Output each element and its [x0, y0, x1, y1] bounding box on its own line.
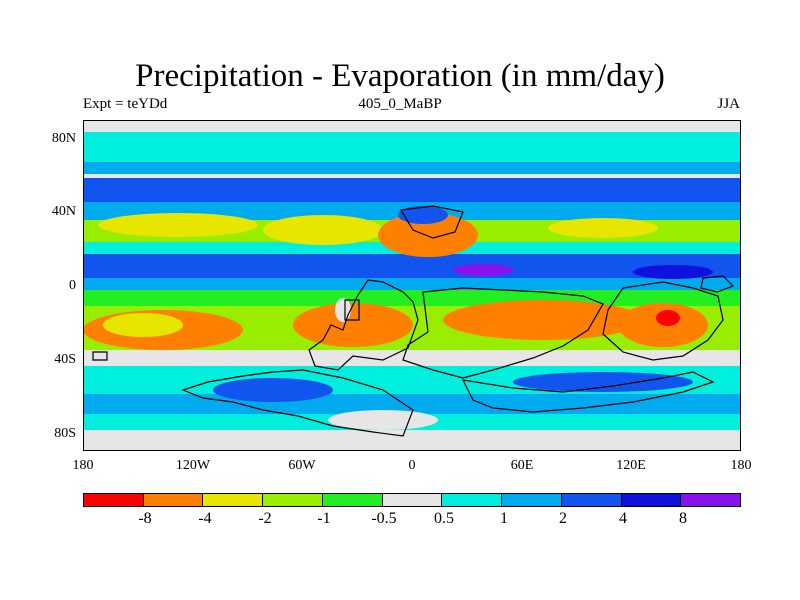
map-frame	[83, 120, 741, 451]
feature-itcz-dark	[633, 265, 713, 279]
colorbar-swatch	[620, 494, 681, 506]
colorbar-swatch	[680, 494, 741, 506]
lat-tick-80n: 80N	[51, 131, 76, 146]
lon-tick-120e: 120E	[616, 458, 646, 473]
colorbar-swatch	[142, 494, 203, 506]
colorbar-label: 1	[500, 510, 508, 527]
feature-namer-orange	[378, 213, 478, 257]
band-south-gap	[83, 350, 741, 366]
feature-sopac-blue	[213, 378, 333, 402]
feature-spac-yellow	[103, 313, 183, 337]
feature-aus-red	[656, 310, 680, 326]
coast-central-continent	[402, 287, 604, 379]
lon-tick-60w: 60W	[288, 458, 316, 473]
coast-islet-1	[92, 351, 108, 361]
feature-samer-gap	[335, 298, 351, 322]
band-south-1	[83, 290, 741, 306]
map-panel	[83, 120, 741, 451]
feature-npac-yellow	[98, 213, 258, 237]
colorbar-swatch	[560, 494, 621, 506]
colorbar-label: 2	[559, 510, 567, 527]
colorbar-swatch	[84, 494, 143, 506]
run-label: 405_0_MaBP	[358, 96, 442, 112]
feature-natl-yellow	[263, 215, 383, 245]
map-plot	[83, 120, 741, 451]
feature-itcz-purple	[453, 264, 513, 276]
lat-tick-0: 0	[69, 278, 76, 293]
band-antarctic	[83, 430, 741, 451]
coastlines	[92, 205, 735, 437]
coast-islet-2	[700, 275, 735, 293]
coast-south-west	[181, 369, 414, 437]
colorbar-label: -0.5	[371, 510, 397, 527]
feature-satl-gap	[328, 410, 438, 430]
colorbar-label: 0.5	[434, 510, 454, 527]
colorbar-label: -1	[317, 510, 331, 527]
coast-south-east	[461, 371, 715, 413]
colorbar-swatch	[321, 494, 382, 506]
lon-tick-0: 0	[408, 458, 416, 473]
lat-tick-80s: 80S	[54, 426, 76, 441]
colorbar-swatch	[262, 494, 322, 506]
lon-tick-180e: 180	[730, 458, 752, 473]
band-north-1	[83, 162, 741, 174]
colorbar-label: -2	[258, 510, 272, 527]
season-label: JJA	[717, 96, 740, 112]
lon-tick-60e: 60E	[510, 458, 534, 473]
colorbar-swatch	[381, 494, 442, 506]
colorbar-label: 8	[679, 510, 687, 527]
coast-east-continent	[602, 281, 724, 361]
feature-sind-blue	[513, 372, 693, 392]
colorbar-swatch	[202, 494, 263, 506]
map-title: Precipitation - Evaporation (in mm/day)	[135, 58, 665, 94]
experiment-label: Expt = teYDd	[83, 96, 168, 112]
band-itcz	[83, 254, 741, 278]
lon-tick-120w: 120W	[175, 458, 211, 473]
band-arctic	[83, 132, 741, 162]
colorbar-label: -4	[198, 510, 212, 527]
coast-small-block	[344, 299, 360, 321]
colorbar-label: 4	[619, 510, 627, 527]
lat-tick-40s: 40S	[54, 352, 76, 367]
feature-sind-orange	[443, 300, 643, 340]
band-post-itcz	[83, 278, 741, 290]
feature-nasia-yellow	[548, 218, 658, 238]
coast-north-island	[400, 205, 464, 239]
feature-namer-blue	[398, 206, 448, 224]
colorbar	[83, 493, 741, 507]
band-north-storm	[83, 178, 741, 202]
colorbar-label: -8	[138, 510, 152, 527]
lat-tick-40n: 40N	[51, 204, 76, 219]
feature-samer-orange	[293, 303, 413, 347]
colorbar-swatch	[501, 494, 561, 506]
colorbar-swatch	[441, 494, 502, 506]
lon-tick-180w: 180	[72, 458, 94, 473]
coast-south-continent	[308, 279, 419, 371]
